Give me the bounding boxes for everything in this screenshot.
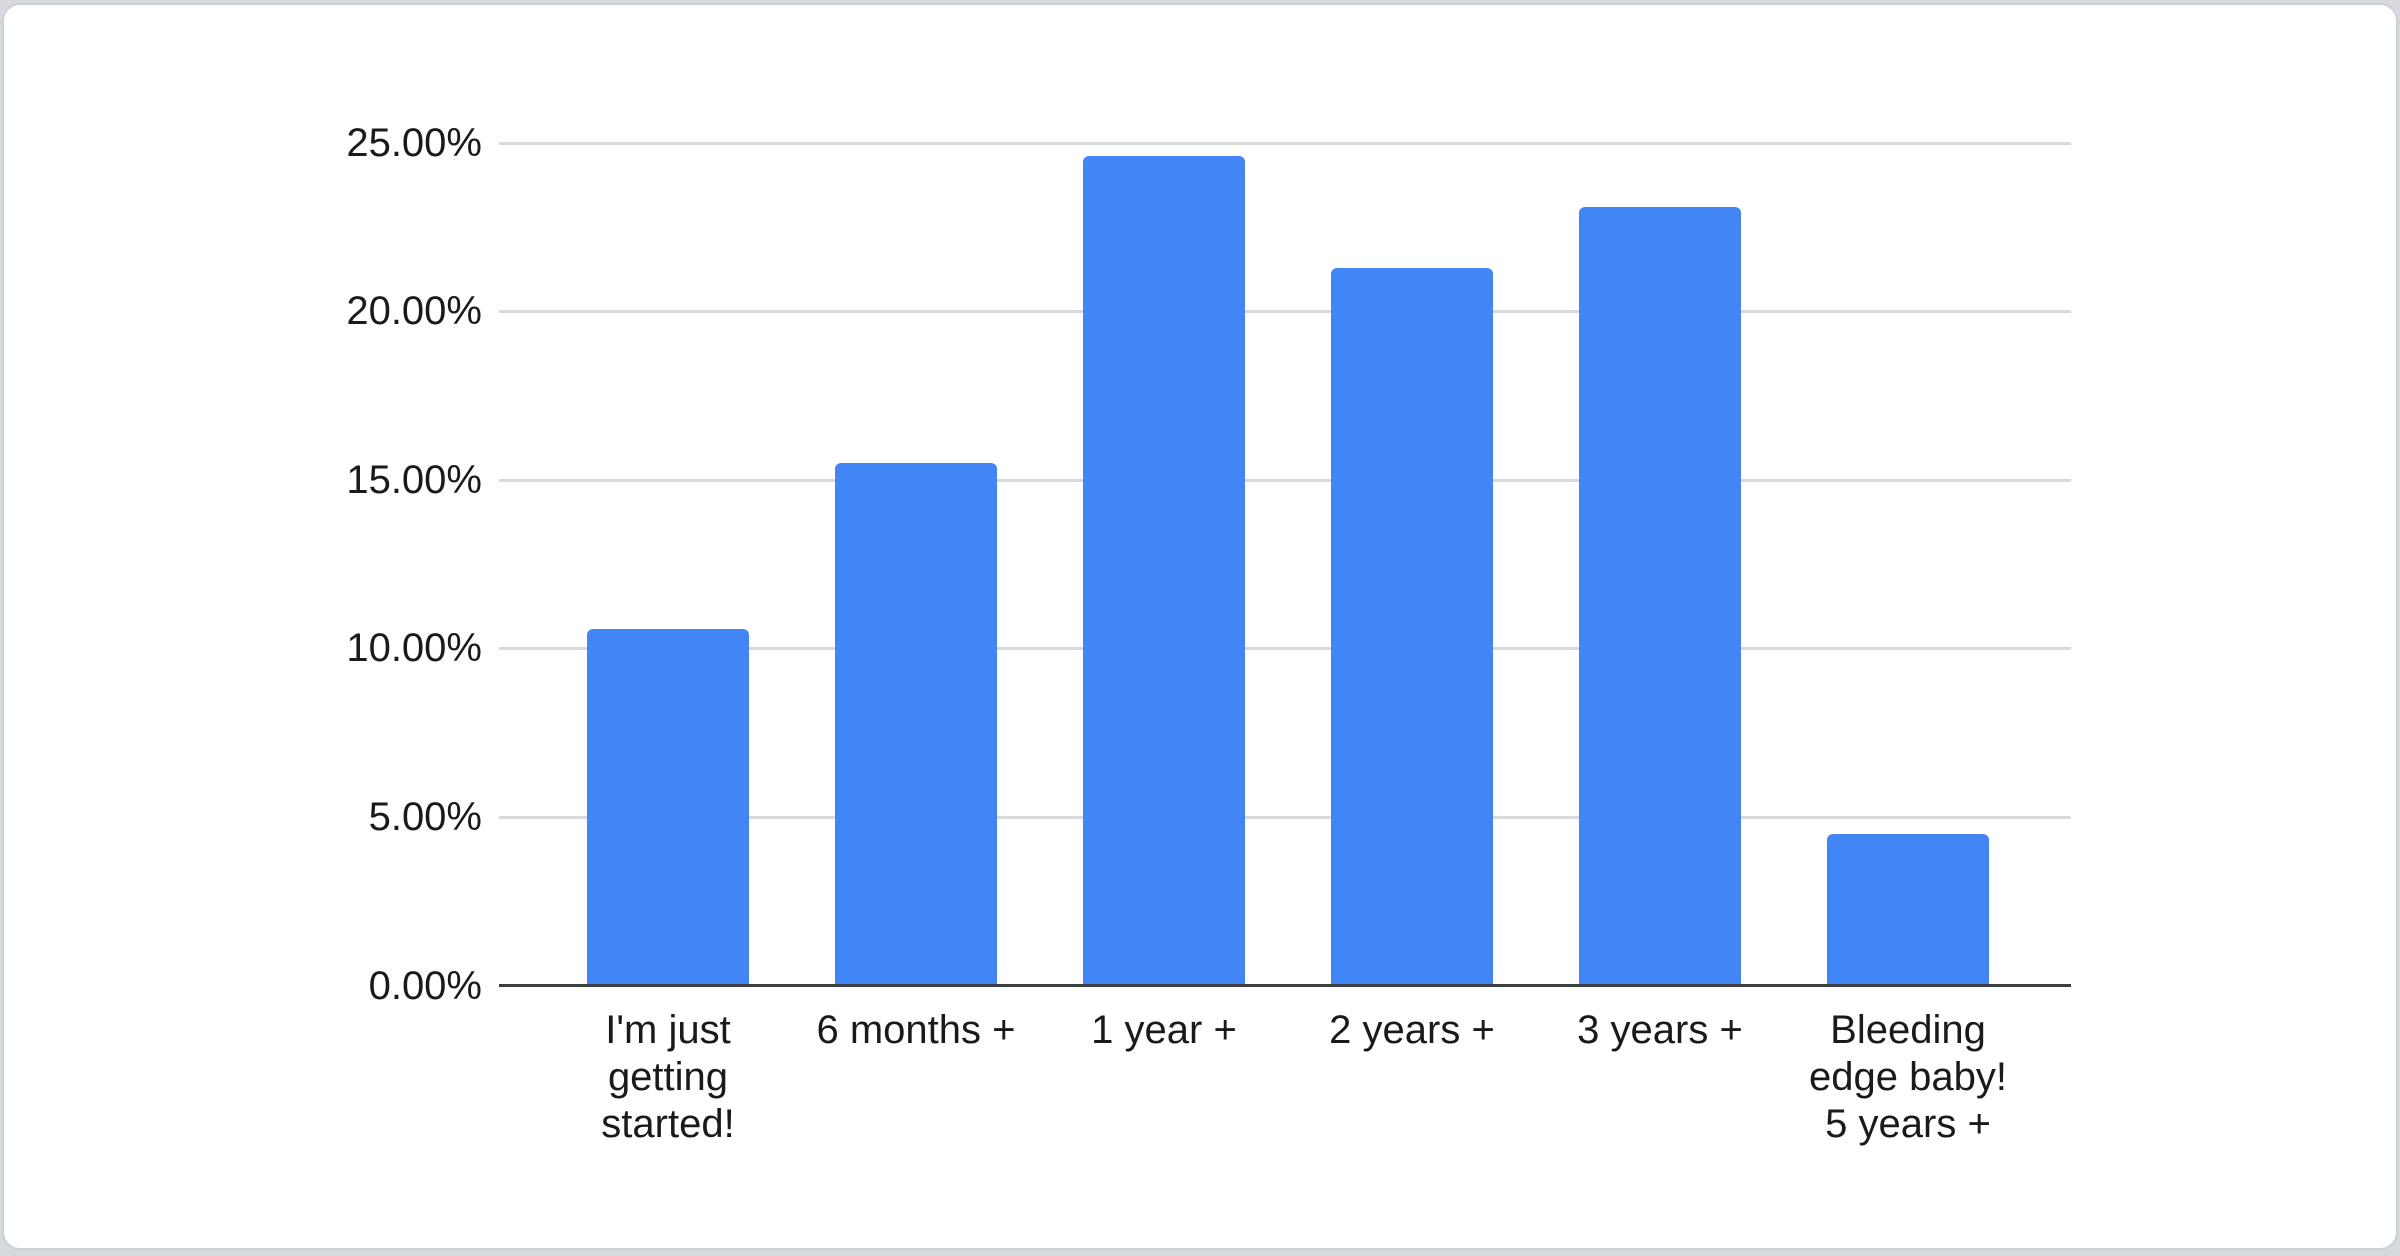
gridline [499,816,2071,819]
x-category-label: 1 year + [1091,1008,1237,1052]
bar [1083,156,1245,986]
gridline [499,142,2071,145]
gridline [499,479,2071,482]
x-category-label: 6 months + [816,1008,1016,1052]
x-axis-line [499,984,2071,987]
x-category-label: 3 years + [1577,1008,1743,1052]
y-tick-label: 5.00% [368,795,482,839]
bar [587,629,749,986]
bar [1579,207,1741,986]
y-tick-label: 0.00% [368,964,482,1008]
y-tick-label: 10.00% [346,626,482,670]
gridline [499,647,2071,650]
bar [1331,268,1493,986]
x-category-label: I'm just getting started! [601,1008,735,1146]
x-category-label: 2 years + [1329,1008,1495,1052]
y-tick-label: 15.00% [346,458,482,502]
gridline [499,310,2071,313]
x-category-label: Bleeding edge baby! 5 years + [1809,1008,2007,1146]
chart-card: 0.00% 5.00% 10.00% 15.00% 20.00% 25.00% I'm j… [2,3,2398,1250]
y-tick-label: 20.00% [346,289,482,333]
bar [835,463,997,986]
bar [1827,834,1989,986]
y-tick-label: 25.00% [346,121,482,165]
bar-chart: 0.00% 5.00% 10.00% 15.00% 20.00% 25.00% I'm j… [4,5,2396,1248]
plot-area [499,142,2071,987]
